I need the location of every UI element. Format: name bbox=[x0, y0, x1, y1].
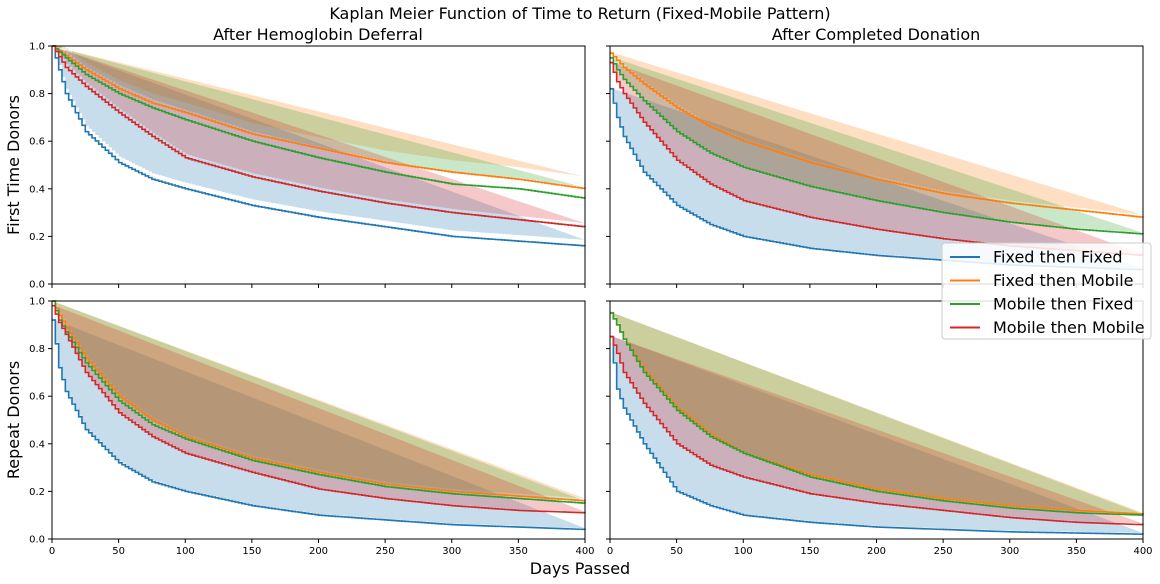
band-mobile-then-mobile bbox=[52, 304, 585, 512]
y-tick-label: 0.8 bbox=[29, 89, 45, 100]
legend-entry-mobile-then-fixed: Mobile then Fixed bbox=[950, 295, 1134, 314]
y-tick-label: 0.6 bbox=[29, 137, 45, 148]
x-tick-label: 250 bbox=[376, 546, 395, 557]
legend-entry-mobile-then-mobile: Mobile then Mobile bbox=[950, 318, 1145, 337]
x-tick-label: 300 bbox=[442, 546, 461, 557]
series-line-mobile-then-mobile bbox=[610, 335, 1144, 526]
x-tick-label: 150 bbox=[800, 546, 819, 557]
series-line-fixed-then-mobile bbox=[52, 45, 586, 190]
legend-label: Mobile then Fixed bbox=[993, 295, 1134, 314]
band-mobile-then-mobile bbox=[610, 61, 1143, 255]
row-label-first-time-donors: First Time Donors bbox=[4, 95, 23, 235]
legend: Fixed then Fixed Fixed then Mobile Mobile … bbox=[941, 242, 1152, 340]
legend-label: Fixed then Fixed bbox=[993, 248, 1123, 267]
x-tick-label: 200 bbox=[309, 546, 328, 557]
series-line-mobile-then-fixed bbox=[610, 312, 1144, 516]
figure-suptitle: Kaplan Meier Function of Time to Return … bbox=[329, 4, 830, 23]
y-tick-label: 0.0 bbox=[29, 280, 45, 291]
series-line-fixed-then-fixed bbox=[610, 335, 1144, 535]
legend-entry-fixed-then-fixed: Fixed then Fixed bbox=[950, 248, 1123, 267]
series-line-fixed-then-mobile bbox=[52, 300, 586, 502]
x-tick-label: 400 bbox=[575, 546, 594, 557]
y-tick-label: 0.4 bbox=[29, 439, 45, 450]
band-fixed-then-fixed bbox=[610, 335, 1143, 534]
row-label-repeat-donors: Repeat Donors bbox=[4, 361, 23, 479]
legend-box bbox=[941, 242, 1152, 340]
band-fixed-then-mobile bbox=[52, 46, 585, 177]
series-line-mobile-then-mobile bbox=[52, 304, 586, 514]
legend-label: Mobile then Mobile bbox=[993, 318, 1145, 337]
band-fixed-then-fixed bbox=[52, 46, 585, 240]
band-mobile-then-fixed bbox=[610, 311, 1143, 515]
band-mobile-then-fixed bbox=[610, 56, 1143, 233]
x-tick-label: 0 bbox=[49, 546, 55, 557]
series-line-mobile-then-fixed bbox=[52, 300, 586, 504]
x-tick-label: 100 bbox=[176, 546, 195, 557]
series-line-fixed-then-mobile bbox=[610, 52, 1144, 218]
x-tick-label: 300 bbox=[1000, 546, 1019, 557]
x-tick-label: 100 bbox=[734, 546, 753, 557]
series-line-fixed-then-fixed bbox=[52, 319, 586, 531]
y-tick-label: 1.0 bbox=[29, 297, 45, 308]
x-tick-label: 50 bbox=[670, 546, 683, 557]
y-tick-label: 0.0 bbox=[29, 535, 45, 546]
band-mobile-then-mobile bbox=[610, 335, 1143, 524]
legend-entry-fixed-then-mobile: Fixed then Mobile bbox=[950, 271, 1134, 290]
x-axis-label: Days Passed bbox=[530, 559, 630, 578]
x-tick-label: 400 bbox=[1133, 546, 1152, 557]
panel-repeat-hemoglobin-deferral: 0 50 100 150 200 250 300 350 400 0.0 0.2 0.4 0.6 0.8 1… bbox=[29, 297, 594, 558]
series-line-fixed-then-mobile bbox=[610, 312, 1144, 515]
band-mobile-then-mobile bbox=[52, 46, 585, 224]
x-tick-label: 250 bbox=[934, 546, 953, 557]
x-tick-label: 50 bbox=[112, 546, 125, 557]
series-line-mobile-then-mobile bbox=[52, 45, 586, 228]
series-line-fixed-then-fixed bbox=[52, 45, 586, 247]
x-tick-label: 150 bbox=[242, 546, 261, 557]
y-tick-label: 0.2 bbox=[29, 487, 45, 498]
y-tick-label: 0.2 bbox=[29, 232, 45, 243]
band-fixed-then-mobile bbox=[52, 301, 585, 499]
band-mobile-then-fixed bbox=[52, 46, 585, 188]
panel-first-time-hemoglobin-deferral: 0.0 0.2 0.4 0.6 0.8 1.0 bbox=[29, 42, 586, 291]
x-tick-label: 350 bbox=[509, 546, 528, 557]
series-line-mobile-then-fixed bbox=[610, 57, 1144, 235]
y-tick-label: 0.4 bbox=[29, 184, 45, 195]
panel-repeat-completed-donation: 0 50 100 150 200 250 300 350 400 bbox=[606, 300, 1153, 557]
panel-first-time-completed-donation bbox=[606, 45, 1144, 288]
panel-title-completed-donation: After Completed Donation bbox=[772, 25, 981, 44]
x-tick-label: 200 bbox=[867, 546, 886, 557]
legend-label: Fixed then Mobile bbox=[993, 271, 1134, 290]
band-fixed-then-mobile bbox=[610, 51, 1143, 215]
x-tick-label: 350 bbox=[1067, 546, 1086, 557]
band-fixed-then-mobile bbox=[610, 311, 1143, 513]
y-tick-label: 1.0 bbox=[29, 42, 45, 53]
y-tick-label: 0.8 bbox=[29, 344, 45, 355]
y-tick-label: 0.6 bbox=[29, 392, 45, 403]
panel-title-hemoglobin-deferral: After Hemoglobin Deferral bbox=[213, 25, 423, 44]
band-fixed-then-fixed bbox=[52, 318, 585, 529]
panels-group: 0.0 0.2 0.4 0.6 0.8 1.0 0 50 100 150 200 250 300 350 4… bbox=[29, 42, 1152, 558]
series-line-mobile-then-fixed bbox=[52, 45, 586, 199]
x-tick-label: 0 bbox=[607, 546, 613, 557]
band-mobile-then-fixed bbox=[52, 301, 585, 501]
